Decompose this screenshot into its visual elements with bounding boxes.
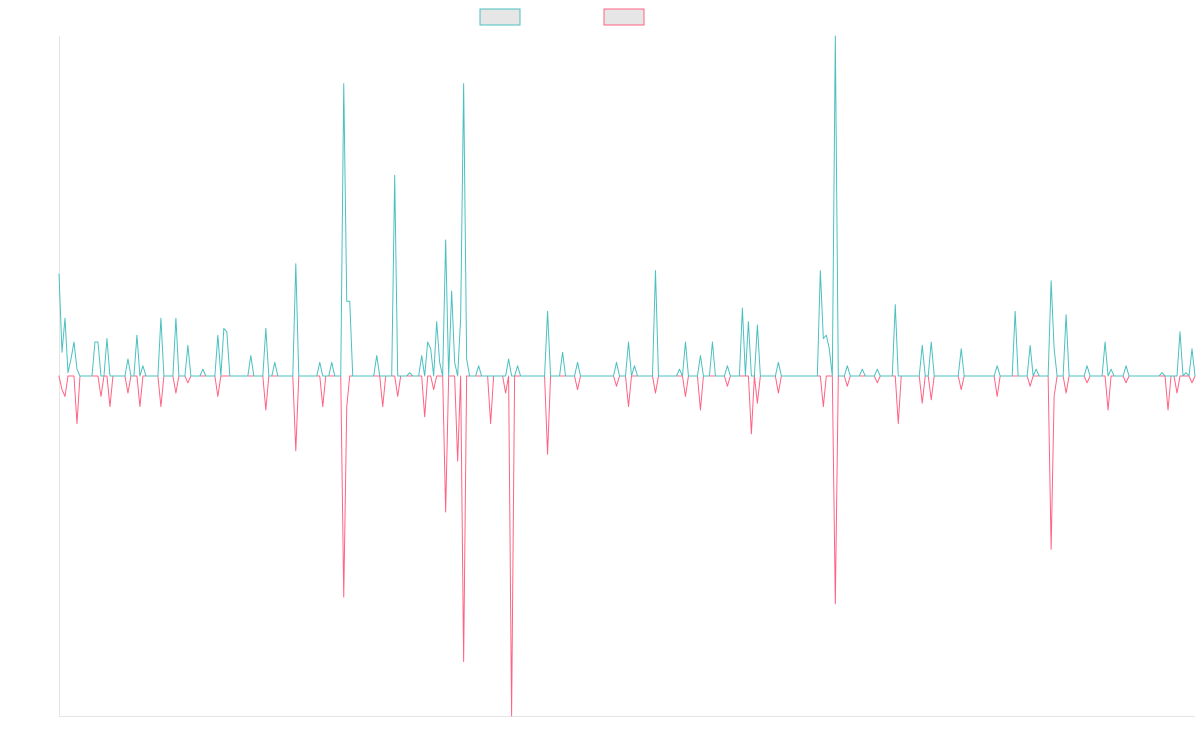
- series-line-a: [58, 35, 1196, 377]
- legend-swatch-series-b[interactable]: [603, 8, 645, 26]
- plot-area: [58, 35, 1196, 717]
- series-line-b: [58, 375, 1196, 717]
- legend[interactable]: [479, 8, 645, 26]
- legend-swatch-series-a[interactable]: [479, 8, 521, 26]
